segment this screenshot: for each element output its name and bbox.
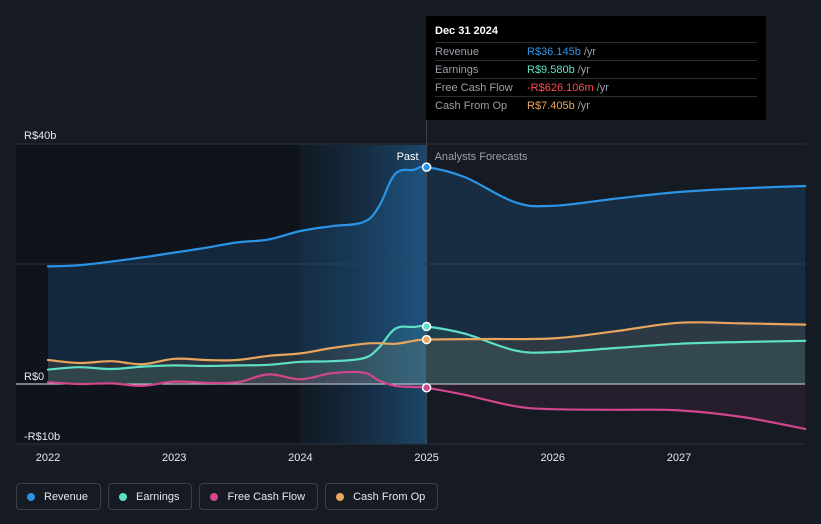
tooltip-row-cash-from-op: Cash From Op R$7.405b /yr bbox=[435, 96, 757, 114]
grid-lines bbox=[16, 143, 805, 445]
tooltip-value: R$7.405b bbox=[527, 99, 575, 112]
tooltip-row-free-cash-flow: Free Cash Flow -R$626.106m /yr bbox=[435, 78, 757, 96]
tooltip-label: Cash From Op bbox=[435, 99, 508, 112]
past-label: Past bbox=[397, 151, 419, 163]
legend-dot-icon bbox=[210, 492, 219, 501]
x-tick-label: 2025 bbox=[414, 452, 438, 464]
x-axis-labels: 2022 2023 2024 2025 2026 2027 bbox=[36, 452, 691, 464]
tooltip-row-revenue: Revenue R$36.145b /yr bbox=[435, 42, 757, 60]
tooltip-unit: /yr bbox=[583, 45, 597, 58]
series-lines bbox=[46, 165, 807, 431]
tooltip-unit: /yr bbox=[577, 99, 590, 112]
legend-dot-icon bbox=[27, 492, 35, 501]
tooltip-date: Dec 31 2024 bbox=[435, 25, 498, 37]
tooltip-value: R$36.145b bbox=[527, 45, 581, 58]
tooltip-label: Revenue bbox=[435, 45, 480, 58]
y-tick-label: -R$10b bbox=[24, 431, 60, 443]
forecast-label: Analysts Forecasts bbox=[435, 151, 528, 163]
legend-item-earnings[interactable]: Earnings bbox=[108, 483, 193, 510]
x-tick-label: 2022 bbox=[36, 452, 60, 464]
tooltip-value: R$9.580b bbox=[527, 63, 575, 76]
free-cash-flow-area bbox=[48, 371, 806, 429]
tooltip-unit: /yr bbox=[577, 63, 590, 76]
legend-label: Free Cash Flow bbox=[227, 490, 306, 503]
legend-dot-icon bbox=[119, 492, 128, 501]
legend-item-cash-from-op[interactable]: Cash From Op bbox=[325, 483, 439, 510]
tooltip-row-earnings: Earnings R$9.580b /yr bbox=[435, 60, 757, 78]
cash-from-op-line bbox=[46, 321, 807, 366]
past-highlight-band bbox=[300, 145, 427, 444]
legend-item-free-cash-flow[interactable]: Free Cash Flow bbox=[199, 483, 319, 510]
legend-label: Revenue bbox=[44, 490, 89, 503]
legend: Revenue Earnings Free Cash Flow Cash Fro… bbox=[16, 483, 439, 510]
cash-from-op-marker bbox=[421, 334, 432, 345]
legend-item-revenue[interactable]: Revenue bbox=[16, 483, 102, 510]
y-axis-labels: R$40b R$0 -R$10b bbox=[24, 130, 60, 443]
legend-dot-icon bbox=[336, 492, 345, 501]
y-tick-label: R$0 bbox=[24, 371, 44, 383]
x-tick-label: 2026 bbox=[541, 452, 565, 464]
tooltip-value: -R$626.106m bbox=[527, 81, 594, 94]
x-tick-label: 2023 bbox=[162, 452, 186, 464]
x-tick-label: 2027 bbox=[667, 452, 691, 464]
legend-label: Earnings bbox=[136, 490, 180, 503]
free-cash-flow-line bbox=[46, 370, 807, 431]
revenue-marker bbox=[421, 162, 432, 172]
tooltip-unit: /yr bbox=[596, 81, 609, 94]
earnings-line bbox=[46, 324, 807, 371]
tooltip-panel: Dec 31 2024 Revenue R$36.145b /yr Earnin… bbox=[426, 16, 766, 120]
tooltip-label: Free Cash Flow bbox=[435, 81, 513, 94]
legend-label: Cash From Op bbox=[353, 490, 426, 503]
tooltip-label: Earnings bbox=[435, 63, 479, 76]
y-tick-label: R$40b bbox=[24, 130, 56, 142]
free-cash-flow-marker bbox=[421, 383, 432, 393]
tooltip-markers bbox=[421, 162, 432, 393]
revenue-line bbox=[46, 165, 807, 268]
earnings-marker bbox=[421, 321, 432, 332]
x-tick-label: 2024 bbox=[288, 452, 312, 464]
